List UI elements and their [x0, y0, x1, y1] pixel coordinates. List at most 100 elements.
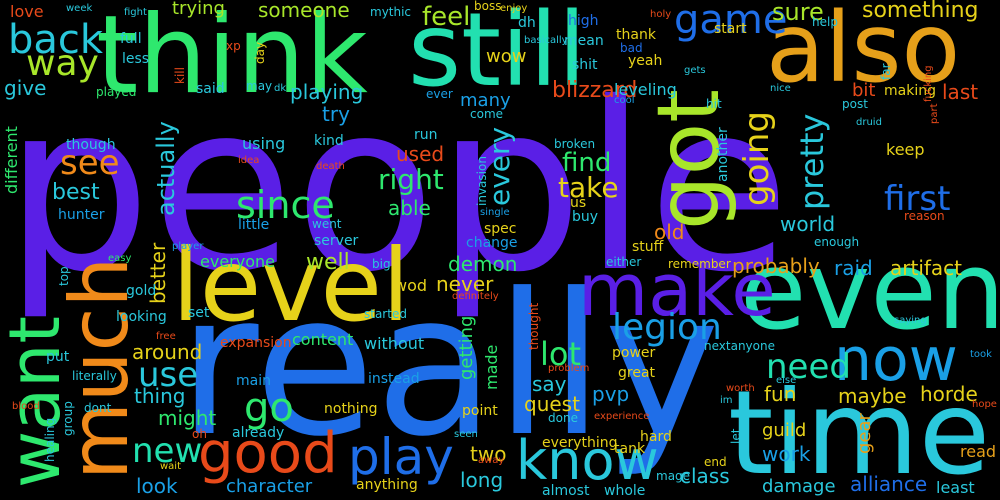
word-try: try: [322, 102, 350, 126]
word-help: help: [812, 15, 838, 29]
word-healing: healing: [43, 417, 57, 462]
word-artifact: artifact: [890, 256, 963, 280]
word-fucking: fucking: [923, 65, 934, 102]
word-change: change: [466, 235, 518, 251]
word-going: going: [737, 111, 777, 206]
word-done: done: [548, 411, 578, 425]
word-using: using: [242, 134, 286, 153]
word-little: little: [238, 217, 270, 233]
word-reason: reason: [904, 209, 945, 223]
word-come: come: [470, 107, 504, 121]
word-make: make: [578, 248, 776, 332]
word-part: part: [929, 103, 940, 124]
word-since: since: [236, 183, 335, 227]
word-dh: dh: [518, 15, 536, 31]
word-xp: xp: [226, 39, 241, 53]
word-look: look: [136, 474, 178, 498]
word-hard: hard: [640, 429, 672, 445]
word-trying: trying: [172, 0, 225, 19]
word-every: every: [483, 126, 516, 206]
word-mean: mean: [564, 33, 604, 49]
word-already: already: [232, 425, 285, 441]
word-everything: everything: [542, 435, 618, 451]
word-feel: feel: [422, 2, 471, 32]
word-old: old: [654, 220, 685, 244]
word-dont: dont: [84, 401, 112, 415]
word-whole: whole: [604, 483, 646, 499]
word-way: way: [26, 43, 99, 84]
word-hit: hit: [706, 97, 722, 111]
word-great: great: [618, 365, 656, 381]
word-us: us: [570, 195, 587, 211]
word-server: server: [314, 233, 359, 249]
word-bad: bad: [620, 41, 643, 55]
word-really: really: [178, 252, 720, 480]
word-even: even: [740, 229, 1000, 354]
word-main: main: [236, 373, 271, 389]
word-hope: hope: [972, 399, 997, 410]
word-started: started: [364, 307, 407, 321]
word-run: run: [414, 127, 438, 143]
word-see: see: [60, 143, 120, 183]
word-either: either: [606, 255, 642, 269]
word-gets: gets: [684, 65, 706, 76]
word-pretty: pretty: [793, 113, 831, 210]
word-love: love: [10, 2, 44, 21]
word-hunter: hunter: [58, 207, 105, 223]
word-high: high: [568, 13, 599, 29]
word-nice: nice: [770, 83, 791, 94]
word-actually: actually: [152, 121, 180, 216]
word-looking: looking: [116, 309, 167, 325]
word-almost: almost: [542, 483, 590, 499]
word-im: im: [720, 395, 733, 406]
word-experience: experience: [594, 411, 650, 422]
word-point: point: [462, 403, 498, 419]
word-nothing: nothing: [324, 401, 378, 417]
word-let: let: [729, 428, 743, 444]
word-horde: horde: [920, 382, 978, 406]
word-lot: lot: [540, 335, 582, 373]
word-seen: seen: [454, 429, 478, 440]
word-time: time: [728, 366, 991, 500]
word-people: people: [4, 53, 791, 323]
word-making: making: [884, 83, 936, 99]
word-day: day: [253, 41, 267, 64]
word-problem: problem: [548, 363, 590, 374]
word-might: might: [158, 406, 217, 430]
word-around: around: [132, 340, 203, 364]
word-post: post: [842, 97, 868, 111]
word-used: used: [396, 142, 445, 166]
word-kill: kill: [173, 67, 187, 84]
word-idea: idea: [238, 155, 260, 166]
word-playing: playing: [290, 80, 364, 104]
word-demon: demon: [448, 252, 518, 276]
word-gear: gear: [854, 413, 875, 454]
word-maybe: maybe: [838, 384, 907, 408]
word-legion: legion: [612, 307, 722, 348]
word-think: think: [96, 0, 368, 118]
word-able: able: [388, 196, 431, 220]
word-else: else: [776, 375, 797, 386]
word-still: still: [408, 0, 587, 110]
word-invasion: invasion: [475, 156, 489, 206]
word-another: another: [715, 127, 731, 182]
word-two: two: [470, 442, 507, 466]
word-class: class: [680, 464, 730, 488]
word-remember: remember: [668, 257, 731, 271]
word-pvp: pvp: [592, 382, 630, 406]
word-raid: raid: [834, 256, 873, 280]
word-also: also: [766, 0, 961, 104]
word-definitely: definitely: [452, 291, 499, 302]
word-buy: buy: [572, 209, 599, 225]
word-death: death: [316, 161, 345, 172]
word-use: use: [138, 355, 199, 395]
word-holy: holy: [650, 9, 672, 20]
word-find: find: [562, 148, 612, 178]
word-guild: guild: [762, 420, 807, 441]
word-go: go: [244, 385, 294, 431]
word-broken: broken: [554, 137, 596, 151]
word-thank: thank: [616, 27, 656, 43]
word-getting: getting: [456, 315, 477, 380]
word-fight: fight: [124, 7, 147, 18]
